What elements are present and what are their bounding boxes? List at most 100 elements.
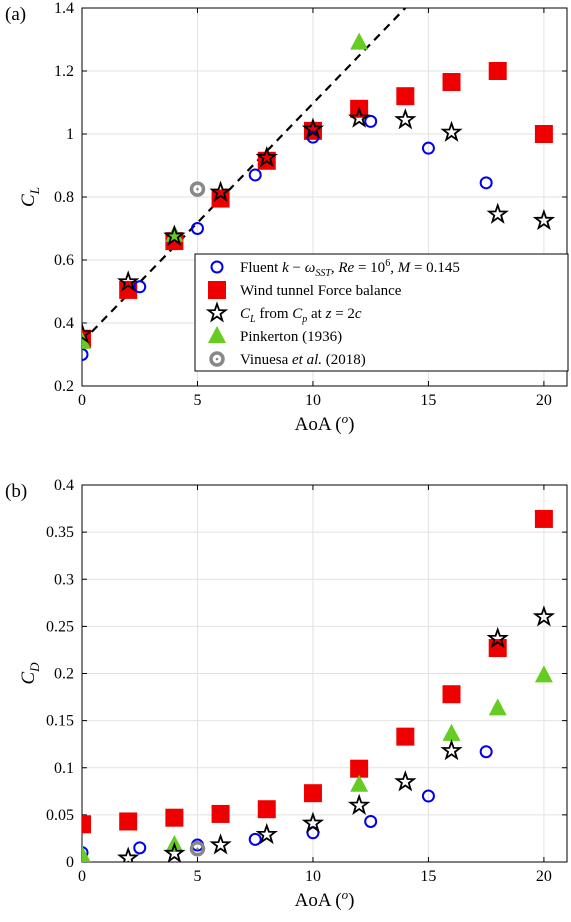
y-tick-label: 1.4 bbox=[54, 0, 74, 17]
legend-marker-tunnel bbox=[208, 281, 226, 299]
data-layer bbox=[82, 509, 556, 862]
y-tick-label: 0.3 bbox=[54, 571, 74, 588]
x-tick-label: 10 bbox=[305, 868, 321, 885]
x-tick-label: 20 bbox=[536, 868, 552, 885]
y-tick-label: 0.2 bbox=[54, 666, 74, 683]
y-tick-label: 0.4 bbox=[54, 477, 74, 494]
chart-panel-a: 0 5 10 15 20 0.2 0.4 0.6 0.8 1 1.2 1.4 AoA (o) CL (a) F… bbox=[5, 0, 569, 435]
vinuesa-point-dot bbox=[196, 847, 199, 851]
cp-point bbox=[532, 208, 556, 231]
cp-point bbox=[163, 841, 186, 862]
tunnel-point bbox=[396, 87, 415, 106]
y-axis-label: CD bbox=[18, 662, 42, 685]
fluent-point bbox=[364, 114, 378, 128]
cp-point bbox=[440, 739, 463, 761]
series-fluent bbox=[82, 745, 493, 860]
x-axis-label: AoA (o) bbox=[295, 887, 355, 911]
x-tick-label: 0 bbox=[78, 392, 86, 409]
y-tick-label: 0.1 bbox=[54, 760, 74, 777]
y-tick-label: 0.8 bbox=[54, 189, 74, 206]
legend-marker-vinuesa bbox=[209, 351, 225, 367]
legend: Fluent k − ωSST, Re = 106, M = 0.145 Wind… bbox=[194, 253, 569, 372]
cp-point bbox=[394, 108, 417, 130]
legend-label-pinkerton: Pinkerton (1936) bbox=[240, 329, 342, 345]
cp-point bbox=[117, 270, 140, 292]
legend-label-tunnel: Wind tunnel Force balance bbox=[240, 283, 402, 299]
legend-label-fluent: Fluent k − ωSST, Re = 106, M = 0.145 bbox=[240, 258, 460, 279]
y-tick-label: 0.15 bbox=[46, 713, 74, 730]
cp-point bbox=[255, 822, 278, 845]
y-tick-label: 0.2 bbox=[54, 378, 74, 395]
y-tick-label: 0.4 bbox=[54, 315, 74, 332]
legend-label-vinuesa: Vinuesa et al. (2018) bbox=[240, 352, 366, 368]
x-tick-label: 20 bbox=[536, 392, 552, 409]
tunnel-point bbox=[442, 685, 461, 704]
fluent-point bbox=[82, 348, 89, 361]
fluent-point bbox=[133, 280, 147, 294]
cp-point bbox=[301, 811, 325, 833]
cp-point bbox=[394, 770, 417, 792]
cp-point bbox=[209, 180, 232, 202]
x-axis-label: AoA (o) bbox=[295, 411, 355, 435]
tunnel-point bbox=[303, 784, 322, 803]
x-tick-label: 10 bbox=[305, 392, 321, 409]
pinkerton-point bbox=[488, 698, 507, 716]
series-vinuesa bbox=[189, 841, 206, 857]
cp-point bbox=[532, 605, 556, 627]
cp-point bbox=[347, 793, 371, 815]
cp-point bbox=[440, 120, 463, 142]
chart-panel-b: 0 5 10 15 20 0 0.05 0.1 0.15 0.2 0.25 0.3 0.35 0.4 AoA… bbox=[5, 477, 568, 911]
cp-point bbox=[486, 626, 509, 649]
cp-point bbox=[301, 117, 325, 139]
tunnel-point bbox=[211, 804, 230, 823]
x-tick-label: 0 bbox=[78, 868, 86, 885]
fluent-point bbox=[82, 846, 89, 860]
vinuesa-point bbox=[189, 841, 206, 857]
series-cp bbox=[117, 605, 556, 862]
y-tick-label: 0.05 bbox=[46, 807, 74, 824]
cp-point bbox=[117, 846, 140, 862]
y-tick-label: 0.25 bbox=[46, 618, 74, 635]
pinkerton-point bbox=[350, 32, 369, 50]
series-cp bbox=[82, 106, 556, 344]
fluent-point bbox=[479, 176, 493, 190]
cp-point bbox=[486, 202, 509, 224]
pinkerton-point bbox=[442, 723, 461, 741]
legend-marker-vinuesa-dot bbox=[215, 357, 219, 361]
legend-box bbox=[194, 253, 569, 372]
x-tick-label: 5 bbox=[193, 392, 201, 409]
y-tick-label: 0.35 bbox=[46, 524, 74, 541]
fluent-point bbox=[421, 789, 435, 803]
vinuesa-point-dot bbox=[196, 187, 199, 191]
y-tick-label: 0.6 bbox=[54, 252, 74, 269]
cp-point bbox=[163, 224, 186, 246]
fluent-point bbox=[190, 222, 204, 235]
pinkerton-point bbox=[82, 845, 91, 862]
tunnel-point bbox=[165, 808, 184, 827]
y-tick-label: 1 bbox=[66, 126, 74, 143]
vinuesa-point bbox=[189, 181, 206, 197]
fluent-point bbox=[364, 814, 378, 828]
x-tick-label: 15 bbox=[420, 868, 436, 885]
tunnel-point bbox=[350, 759, 369, 778]
tunnel-point bbox=[534, 509, 553, 528]
fluent-point bbox=[479, 745, 493, 759]
tunnel-point bbox=[82, 815, 91, 834]
legend-label-cp: CL from Cp at z = 2c bbox=[240, 306, 362, 325]
y-tick-label: 0 bbox=[66, 854, 74, 871]
legend-marker-cp bbox=[205, 301, 229, 323]
panel-label: (b) bbox=[5, 481, 27, 502]
legend-marker-pinkerton bbox=[208, 326, 226, 343]
cp-point bbox=[209, 833, 232, 855]
pinkerton-point bbox=[534, 665, 553, 683]
cp-point bbox=[347, 106, 371, 128]
y-tick-label: 1.2 bbox=[54, 63, 74, 80]
panel-label: (a) bbox=[5, 4, 26, 25]
fluent-point bbox=[421, 141, 435, 155]
tunnel-point bbox=[442, 73, 461, 92]
series-vinuesa bbox=[189, 181, 206, 197]
cp-point bbox=[255, 145, 278, 168]
fluent-point bbox=[248, 168, 262, 182]
x-tick-label: 5 bbox=[193, 868, 201, 885]
